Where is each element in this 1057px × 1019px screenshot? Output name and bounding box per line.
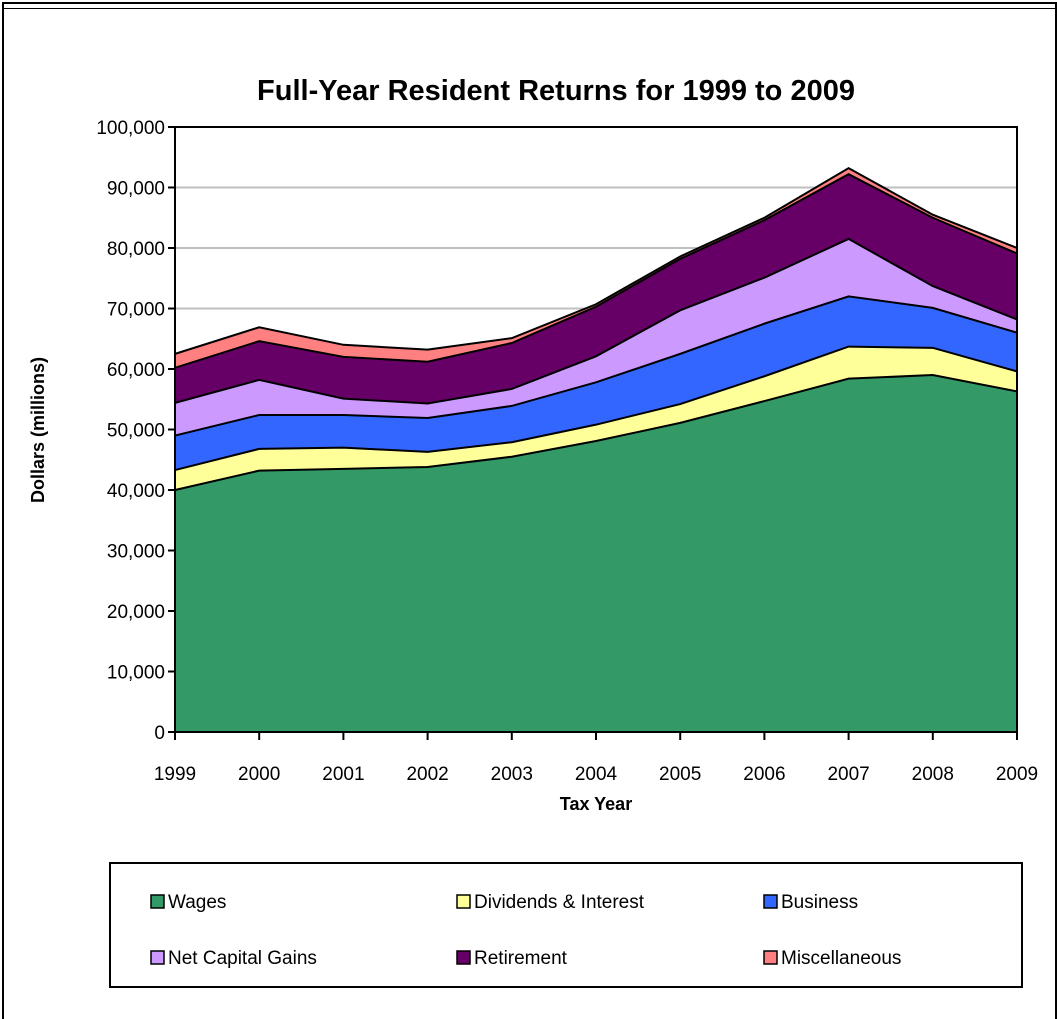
line-dividends-and-interest <box>174 345 1018 472</box>
legend-swatch <box>456 950 471 965</box>
legend-item-net-capital-gains: Net Capital Gains <box>150 948 317 969</box>
x-tick-label: 2009 <box>996 764 1038 785</box>
legend-swatch <box>456 894 471 909</box>
legend-item-wages: Wages <box>150 892 226 913</box>
x-tick-label: 2003 <box>491 764 533 785</box>
x-tick-label: 2004 <box>575 764 618 785</box>
x-tick-label: 2008 <box>912 764 954 785</box>
line-business <box>174 295 1018 437</box>
series-boundary-lines <box>174 166 1018 491</box>
area-net-capital-gains <box>175 238 1017 436</box>
y-tick-label: 20,000 <box>107 602 165 623</box>
area-retirement <box>175 174 1017 404</box>
area-wages <box>175 375 1017 732</box>
x-axis-ticks: 1999 2000 2001 2002 2003 2004 2005 2006 2007 2008… <box>154 732 1038 785</box>
legend-item-business: Business <box>763 892 858 913</box>
line-wages <box>174 374 1018 491</box>
legend-label: Dividends & Interest <box>474 892 645 913</box>
y-axis-ticks: 0 10,000 20,000 30,000 40,000 50,000 60,000 70,… <box>96 118 175 744</box>
x-tick-label: 2006 <box>743 764 785 785</box>
y-tick-label: 0 <box>154 723 165 744</box>
line-net-capital-gains <box>174 237 1018 405</box>
x-tick-label: 1999 <box>154 764 196 785</box>
x-tick-label: 2007 <box>827 764 869 785</box>
legend-swatch <box>763 950 778 965</box>
x-tick-label: 2001 <box>322 764 364 785</box>
legend-item-miscellaneous: Miscellaneous <box>763 948 901 969</box>
area-series-layer <box>175 168 1017 732</box>
area-dividends-and-interest <box>175 346 1017 490</box>
legend-item-dividends-and-interest: Dividends & Interest <box>456 892 645 913</box>
chart-title: Full-Year Resident Returns for 1999 to 2… <box>257 75 855 107</box>
y-tick-label: 100,000 <box>96 118 165 139</box>
x-axis-label: Tax Year <box>560 794 632 814</box>
line-retirement <box>174 173 1018 369</box>
legend-label: Business <box>781 892 858 913</box>
y-tick-label: 50,000 <box>107 421 165 442</box>
legend-box <box>109 862 1023 988</box>
x-tick-label: 2000 <box>238 764 280 785</box>
legend-item-retirement: Retirement <box>456 948 568 969</box>
legend-label: Miscellaneous <box>781 948 901 969</box>
x-tick-label: 2005 <box>659 764 701 785</box>
y-tick-label: 40,000 <box>107 481 165 502</box>
legend: Wages Dividends & Interest Business Net Cap… <box>150 892 901 969</box>
legend-label: Net Capital Gains <box>168 948 317 969</box>
y-axis-label: Dollars (millions) <box>28 357 48 503</box>
chart-border-inner-line <box>2 8 1057 9</box>
legend-label: Retirement <box>474 948 568 969</box>
line-miscellaneous <box>174 166 1018 355</box>
x-tick-label: 2002 <box>406 764 448 785</box>
legend-swatch <box>763 894 778 909</box>
y-tick-label: 70,000 <box>107 300 165 321</box>
y-tick-label: 80,000 <box>107 239 165 260</box>
y-tick-label: 10,000 <box>107 663 165 684</box>
legend-label: Wages <box>168 892 226 913</box>
legend-swatch <box>150 894 165 909</box>
y-tick-label: 90,000 <box>107 179 165 200</box>
y-tick-label: 60,000 <box>107 360 165 381</box>
y-tick-label: 30,000 <box>107 542 165 563</box>
legend-swatch <box>150 950 165 965</box>
